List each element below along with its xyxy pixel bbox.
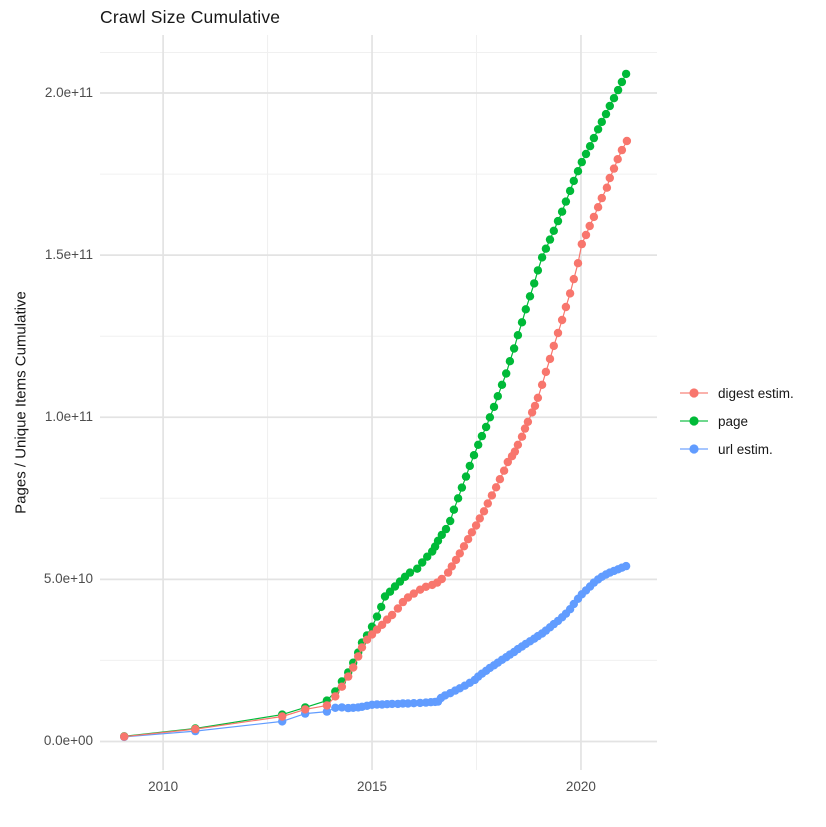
minor-gridlines	[100, 35, 657, 770]
y-tick-label: 1.5e+11	[44, 247, 93, 263]
legend-key-icon	[680, 416, 708, 426]
series-page-points	[120, 69, 631, 741]
y-tick-label: 2.0e+11	[44, 85, 93, 101]
series-page	[120, 69, 631, 741]
legend-key-icon	[680, 444, 708, 454]
series-url-estim	[120, 561, 631, 742]
legend-label: page	[718, 413, 749, 429]
series-url-estim-line	[124, 565, 627, 738]
y-tick-label: 0.0e+00	[43, 733, 93, 749]
series-url-estim-points	[120, 561, 631, 742]
legend-entry-page: page	[679, 407, 794, 435]
y-axis-title: Pages / Unique Items Cumulative	[12, 291, 30, 514]
legend-key-icon	[680, 388, 708, 398]
x-tick-label: 2020	[565, 779, 596, 794]
x-tick-label: 2015	[356, 779, 388, 794]
x-tick-label: 2010	[148, 779, 179, 794]
series-digest-estim-points	[120, 136, 632, 741]
legend-label: digest estim.	[718, 385, 794, 401]
legend: digest estim. page url estim.	[679, 379, 794, 463]
legend-entry-url-estim: url estim.	[679, 435, 794, 463]
series-digest-estim	[120, 136, 632, 741]
legend-entry-digest-estim: digest estim.	[679, 379, 794, 407]
major-gridlines	[100, 35, 657, 770]
y-tick-label: 5.0e+10	[43, 571, 93, 587]
plot-title: Crawl Size Cumulative	[100, 7, 281, 27]
y-tick-label: 1.0e+11	[44, 409, 93, 425]
legend-label: url estim.	[718, 441, 773, 457]
